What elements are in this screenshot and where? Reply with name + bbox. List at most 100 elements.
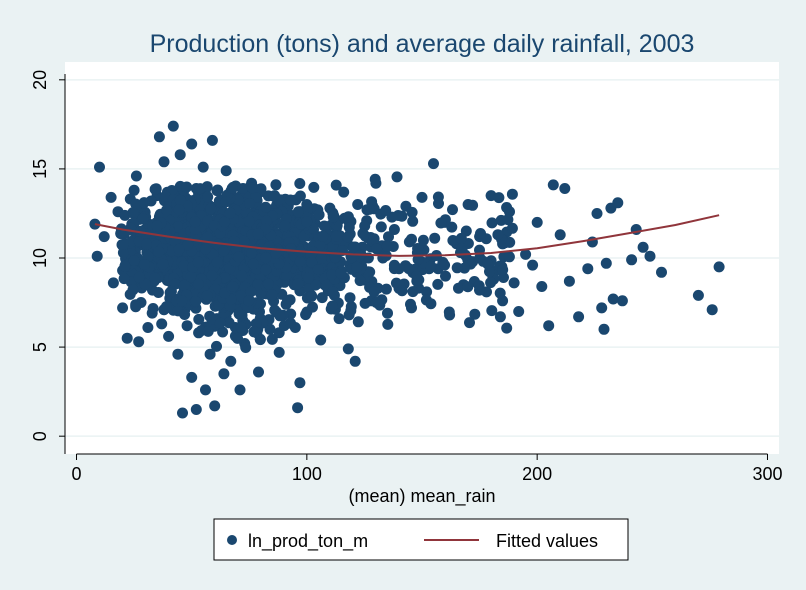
data-point <box>236 270 248 282</box>
data-point <box>349 355 361 367</box>
data-point <box>194 183 206 195</box>
data-point <box>607 293 619 305</box>
data-point <box>224 207 236 219</box>
data-point <box>219 272 231 284</box>
data-point <box>371 243 383 255</box>
data-point <box>330 230 342 242</box>
data-point <box>527 259 539 271</box>
data-point <box>130 170 142 182</box>
data-point <box>118 273 130 285</box>
data-point <box>200 243 211 255</box>
data-point <box>158 156 170 168</box>
data-point <box>121 332 133 344</box>
legend-label-points: ln_prod_ton_m <box>248 531 368 552</box>
data-point <box>506 188 518 200</box>
data-point <box>451 262 463 274</box>
data-point <box>192 256 204 268</box>
data-point <box>220 196 232 208</box>
data-point <box>359 230 371 242</box>
data-point <box>333 313 345 325</box>
data-point <box>453 282 464 294</box>
data-point <box>318 220 330 232</box>
data-point <box>343 221 355 233</box>
data-point <box>130 301 142 313</box>
data-point <box>105 191 117 203</box>
fitted-line <box>94 214 720 257</box>
data-point <box>352 316 364 328</box>
data-point <box>232 332 243 344</box>
data-point <box>174 149 186 161</box>
data-point <box>179 309 191 320</box>
data-point <box>344 292 356 304</box>
data-point <box>253 366 264 378</box>
data-point <box>174 194 186 206</box>
data-point <box>157 258 169 270</box>
data-point <box>485 277 497 289</box>
data-point <box>343 309 355 321</box>
data-point <box>161 204 173 216</box>
data-point <box>432 191 444 203</box>
data-point <box>435 217 447 229</box>
data-point <box>163 330 175 342</box>
data-point <box>160 301 172 313</box>
data-point <box>563 275 575 287</box>
data-point <box>243 215 255 227</box>
data-point <box>235 321 247 333</box>
y-tick-label: 5 <box>30 342 50 352</box>
data-point <box>247 258 259 270</box>
data-point <box>456 242 468 254</box>
data-point <box>234 384 246 396</box>
data-point <box>119 260 131 272</box>
scatter-points <box>89 120 725 419</box>
data-point <box>152 287 164 298</box>
data-point <box>391 171 403 183</box>
data-point <box>206 134 218 146</box>
data-point <box>117 302 129 314</box>
data-point <box>117 239 129 250</box>
data-point <box>543 320 555 332</box>
data-point <box>273 346 285 358</box>
data-point <box>189 216 201 228</box>
data-point <box>351 261 363 273</box>
data-point <box>315 334 327 346</box>
legend-marker-points <box>227 535 237 545</box>
data-point <box>425 298 437 310</box>
fitted-values-line <box>94 214 720 257</box>
data-point <box>412 254 424 265</box>
data-point <box>308 181 320 193</box>
data-point <box>153 246 165 258</box>
data-point <box>506 222 518 234</box>
data-point <box>266 333 278 345</box>
data-point <box>439 259 451 271</box>
data-point <box>211 256 223 268</box>
data-point <box>270 248 282 259</box>
data-point <box>204 348 216 360</box>
data-point <box>380 205 392 216</box>
data-point <box>494 311 506 323</box>
data-point <box>279 220 291 232</box>
data-point <box>206 270 218 282</box>
data-point <box>301 216 313 228</box>
data-point <box>531 216 543 228</box>
data-point <box>596 302 608 314</box>
data-point <box>407 286 419 298</box>
data-point <box>190 404 202 415</box>
data-point <box>186 138 198 150</box>
data-point <box>486 305 498 317</box>
data-point <box>255 287 266 299</box>
data-point <box>264 323 276 335</box>
data-point <box>326 300 338 312</box>
data-point <box>359 297 371 309</box>
data-point <box>94 161 105 173</box>
data-point <box>233 251 245 263</box>
data-point <box>600 257 612 269</box>
data-point <box>372 296 384 308</box>
data-point <box>312 264 324 275</box>
data-point <box>417 234 429 246</box>
data-point <box>315 252 327 264</box>
data-point <box>202 231 213 243</box>
data-point <box>656 266 667 278</box>
chart-title: Production (tons) and average daily rain… <box>150 30 695 58</box>
data-point <box>193 278 204 290</box>
